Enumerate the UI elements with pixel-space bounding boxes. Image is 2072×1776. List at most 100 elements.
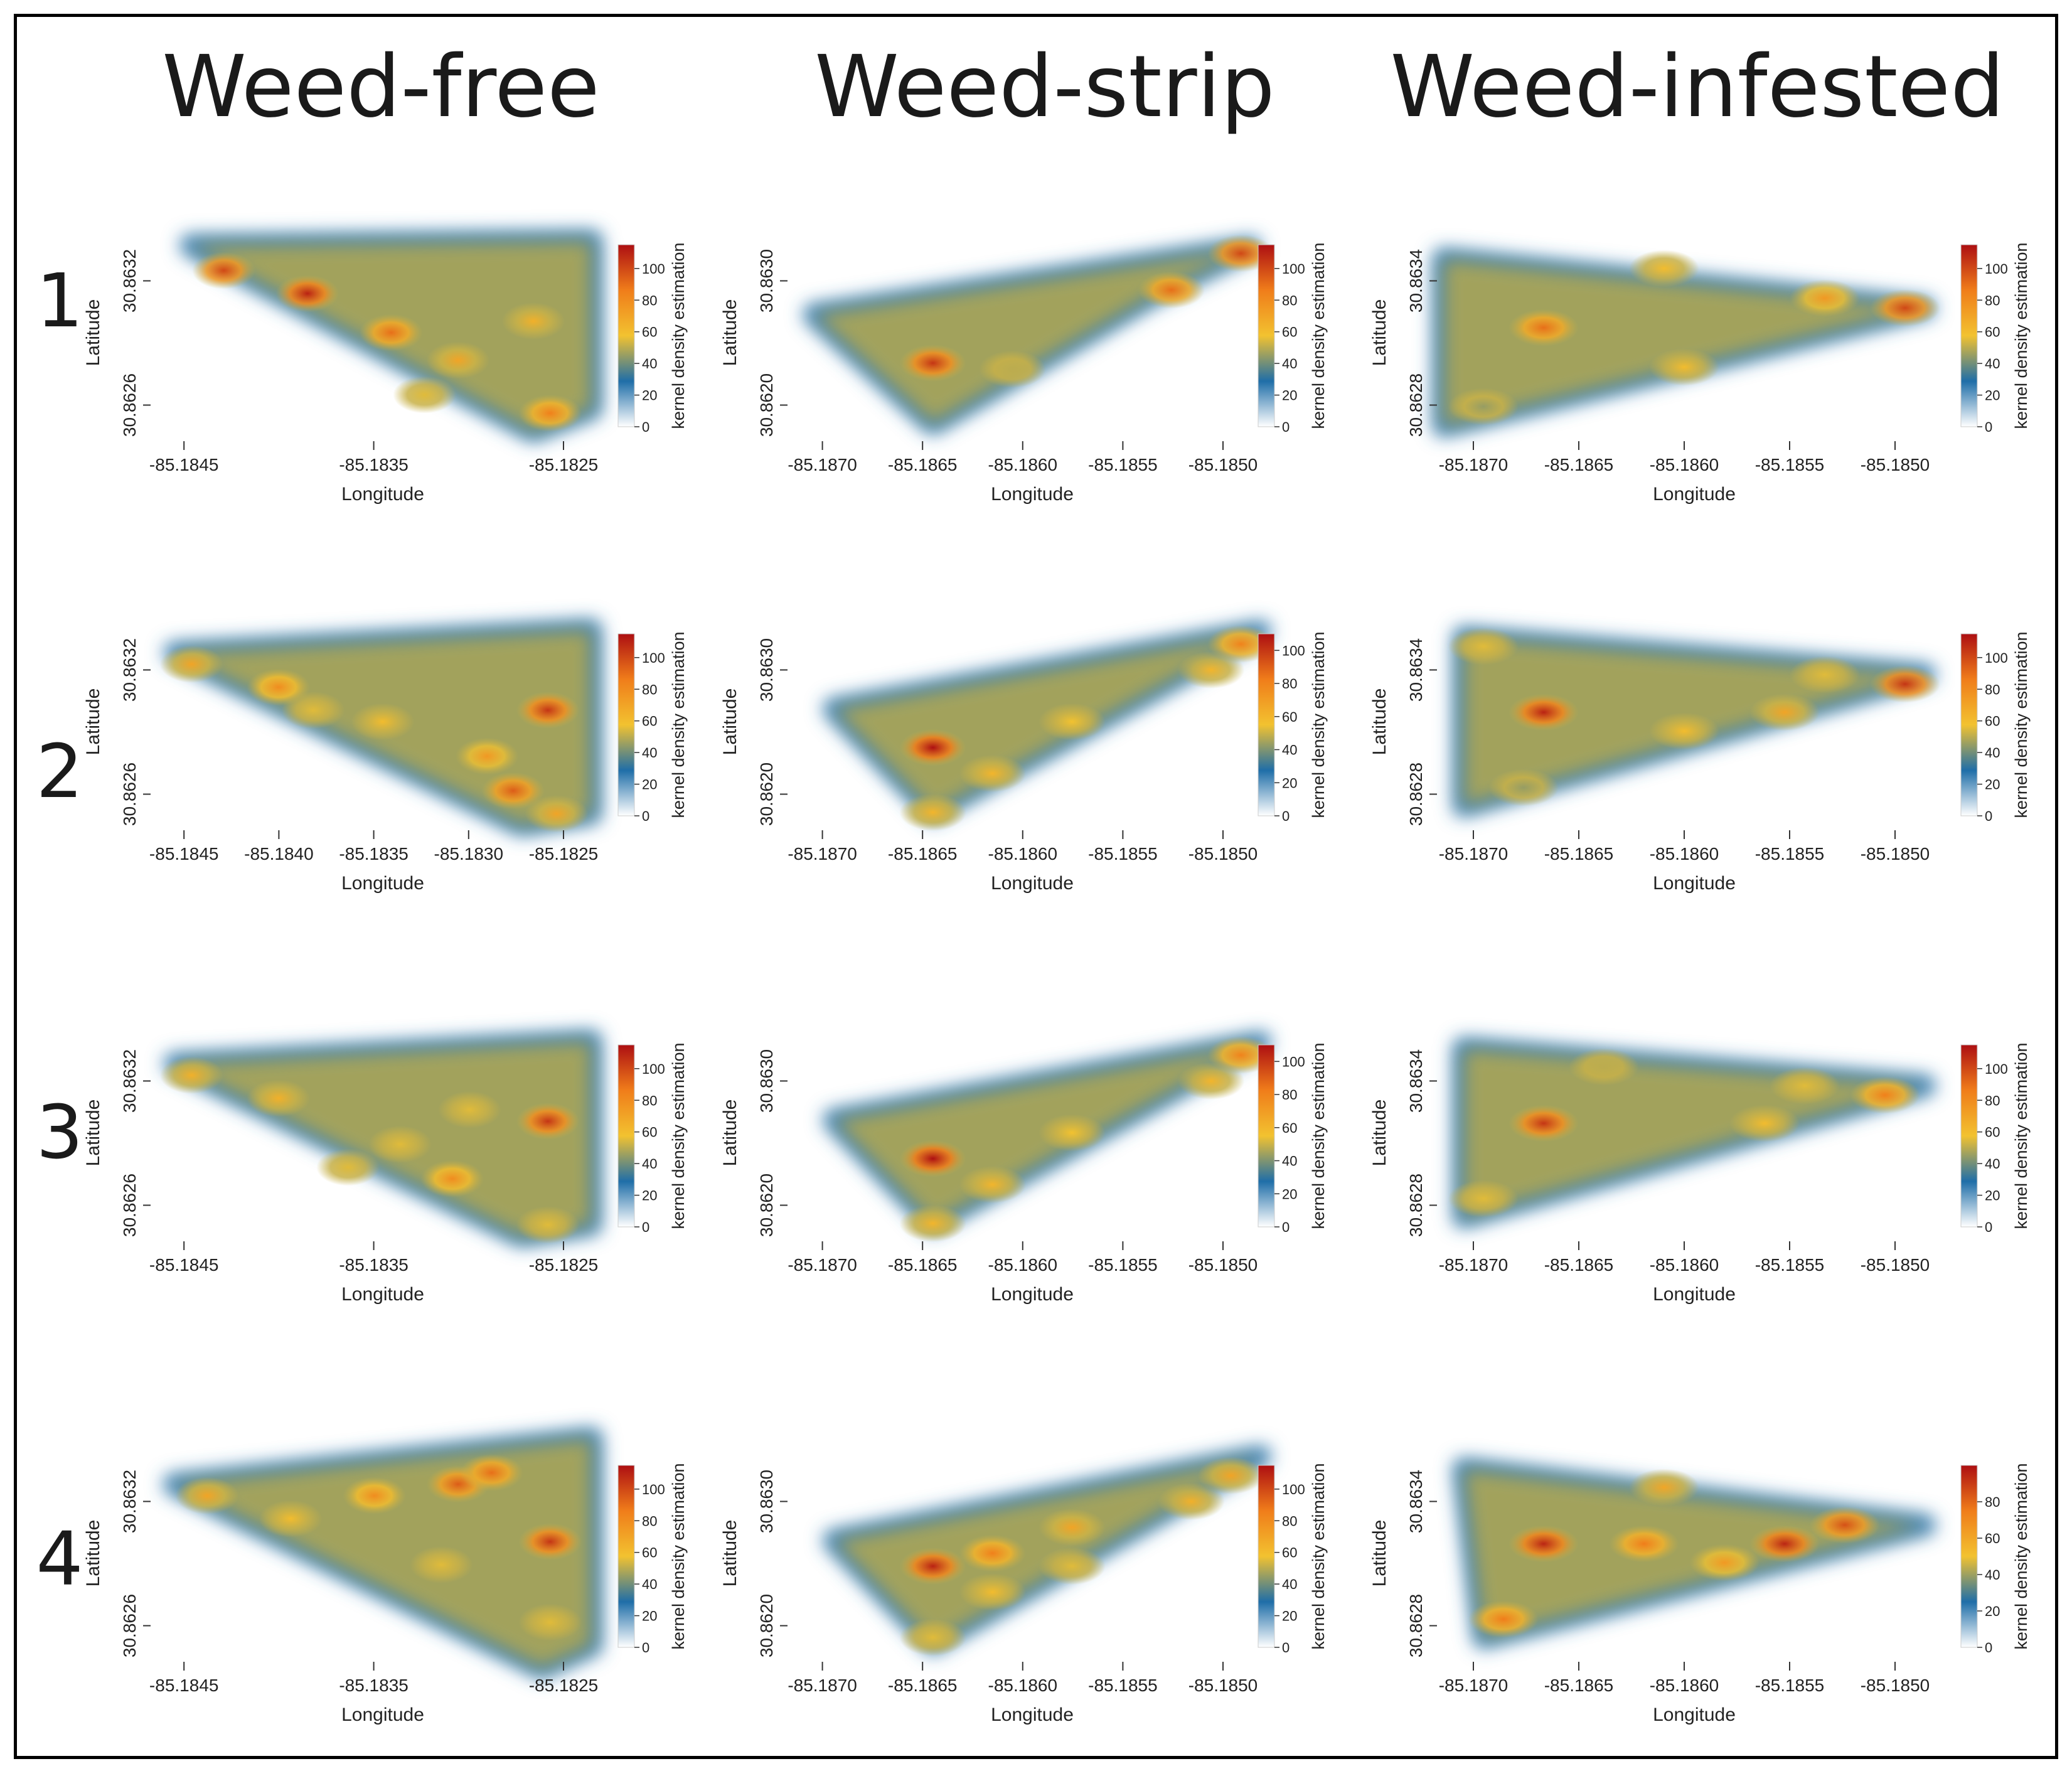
y-tick-label: 30.8620 bbox=[757, 762, 776, 826]
x-tick-label: -85.1860 bbox=[988, 1676, 1058, 1695]
y-axis-label: Latitude bbox=[720, 688, 740, 756]
density-hotspot bbox=[1770, 1067, 1840, 1105]
y-tick-label: 30.8630 bbox=[757, 638, 776, 702]
density-hotspot bbox=[1870, 289, 1940, 327]
y-tick-label: 30.8630 bbox=[757, 249, 776, 313]
colorbar-tick-label: 20 bbox=[642, 1188, 657, 1204]
x-tick-label: -85.1865 bbox=[1544, 455, 1614, 474]
x-tick-label: -85.1840 bbox=[244, 844, 314, 864]
colorbar-tick-label: 80 bbox=[1985, 682, 2000, 697]
x-tick-label: -85.1850 bbox=[1188, 455, 1258, 474]
colorbar bbox=[617, 244, 635, 427]
colorbar-tick-label: 100 bbox=[1985, 1061, 2008, 1077]
density-hotspot bbox=[275, 274, 339, 313]
colorbar-tick-label: 20 bbox=[1282, 1608, 1297, 1624]
y-axis-label: Latitude bbox=[1369, 1099, 1390, 1167]
panel-weed-strip-3: -85.1870 -85.1865 -85.1860 -85.1855 -85.1850… bbox=[720, 1031, 1328, 1305]
density-hotspot bbox=[525, 794, 589, 833]
row-label-2: 2 bbox=[36, 728, 83, 815]
density-hotspot bbox=[1870, 665, 1940, 703]
colorbar-tick-label: 60 bbox=[1282, 1545, 1297, 1561]
colorbar-tick-label: 40 bbox=[1282, 1153, 1297, 1169]
density-hotspot bbox=[1509, 309, 1579, 346]
x-tick-label: -85.1860 bbox=[988, 1255, 1058, 1275]
x-tick-label: -85.1870 bbox=[788, 455, 857, 474]
x-axis-label: Longitude bbox=[1653, 484, 1736, 505]
x-axis-label: Longitude bbox=[1653, 873, 1736, 894]
x-tick-label: -85.1860 bbox=[988, 844, 1058, 864]
colorbar-tick-label: 100 bbox=[1282, 1054, 1305, 1069]
density-hotspot bbox=[281, 691, 345, 729]
y-tick-label: 30.8632 bbox=[120, 1470, 139, 1533]
colorbar-tick-label: 0 bbox=[1985, 419, 1992, 435]
x-tick-label: -85.1865 bbox=[888, 1676, 958, 1695]
colorbar-tick-label: 0 bbox=[642, 1640, 649, 1656]
density-hotspot bbox=[516, 1102, 580, 1140]
colorbar-label: kernel density estimation bbox=[1309, 242, 1328, 429]
density-hotspot bbox=[1448, 388, 1519, 425]
colorbar-label: kernel density estimation bbox=[669, 1463, 688, 1649]
x-tick-label: -85.1855 bbox=[1755, 1255, 1825, 1275]
x-tick-label: -85.1855 bbox=[1088, 455, 1158, 474]
density-hotspot bbox=[899, 344, 966, 382]
x-axis-label: Longitude bbox=[991, 1284, 1074, 1305]
density-hotspot bbox=[1689, 1544, 1760, 1581]
density-hotspot bbox=[899, 729, 966, 766]
column-title-weed-infested: Weed-infested bbox=[1390, 38, 2005, 137]
colorbar bbox=[1258, 633, 1275, 816]
y-axis-label: Latitude bbox=[83, 1099, 104, 1167]
colorbar-label: kernel density estimation bbox=[2012, 242, 2031, 429]
density-hotspot bbox=[1468, 1600, 1539, 1638]
x-tick-label: -85.1860 bbox=[988, 455, 1058, 474]
colorbar-tick-label: 60 bbox=[642, 1125, 657, 1140]
density-hotspot bbox=[1629, 1468, 1699, 1506]
density-hotspot bbox=[455, 737, 519, 775]
density-hotspot bbox=[1177, 1062, 1245, 1100]
density-hotspot bbox=[159, 645, 223, 683]
x-tick-label: -85.1850 bbox=[1861, 1255, 1930, 1275]
colorbar-tick-label: 60 bbox=[1282, 324, 1297, 340]
x-tick-label: -85.1870 bbox=[1439, 455, 1509, 474]
y-tick-label: 30.8620 bbox=[757, 1174, 776, 1237]
x-tick-label: -85.1850 bbox=[1861, 455, 1930, 474]
density-hotspot bbox=[1039, 1547, 1106, 1585]
x-tick-label: -85.1865 bbox=[1544, 1676, 1614, 1695]
x-tick-label: -85.1860 bbox=[1650, 455, 1719, 474]
colorbar-tick-label: 60 bbox=[642, 714, 657, 729]
colorbar bbox=[617, 1465, 635, 1648]
colorbar-tick-label: 40 bbox=[642, 1576, 657, 1592]
colorbar-tick-label: 60 bbox=[1985, 1531, 2000, 1546]
colorbar-tick-label: 0 bbox=[1985, 1219, 1992, 1235]
density-hotspot bbox=[159, 1056, 223, 1094]
colorbar-tick-label: 60 bbox=[1282, 1120, 1297, 1136]
colorbar-tick-label: 80 bbox=[642, 292, 657, 308]
y-tick-label: 30.8630 bbox=[757, 1470, 776, 1533]
panel-weed-strip-1: -85.1870 -85.1865 -85.1860 -85.1855 -85.1850… bbox=[720, 235, 1328, 505]
density-hotspot bbox=[518, 394, 582, 432]
x-axis-label: Longitude bbox=[1653, 1284, 1736, 1305]
colorbar-label: kernel density estimation bbox=[2012, 1042, 2031, 1229]
density-hotspot bbox=[1790, 656, 1860, 693]
density-hotspot bbox=[899, 1140, 966, 1177]
x-tick-label: -85.1855 bbox=[1088, 1676, 1158, 1695]
panel-weed-infested-3: -85.1870 -85.1865 -85.1860 -85.1855 -85.1850… bbox=[1369, 1037, 2031, 1305]
colorbar-tick-label: 60 bbox=[642, 324, 657, 340]
density-hotspot bbox=[368, 1125, 432, 1163]
x-tick-label: -85.1855 bbox=[1088, 1255, 1158, 1275]
density-hotspot bbox=[516, 1206, 580, 1244]
x-tick-label: -85.1860 bbox=[1650, 844, 1719, 864]
field-density-core bbox=[833, 1456, 1261, 1644]
x-tick-label: -85.1825 bbox=[529, 1255, 599, 1275]
density-hotspot bbox=[899, 1547, 966, 1585]
colorbar-label: kernel density estimation bbox=[669, 242, 688, 429]
density-hotspot bbox=[351, 703, 415, 741]
x-tick-label: -85.1865 bbox=[1544, 1255, 1614, 1275]
density-hotspot bbox=[1810, 1506, 1880, 1544]
density-hotspot bbox=[1488, 769, 1559, 806]
colorbar-tick-label: 80 bbox=[642, 682, 657, 697]
colorbar-tick-label: 60 bbox=[1985, 324, 2000, 340]
colorbar-tick-label: 0 bbox=[642, 1219, 649, 1235]
y-axis-label: Latitude bbox=[83, 1520, 104, 1587]
colorbar-tick-label: 20 bbox=[1985, 1603, 2000, 1619]
y-axis-label: Latitude bbox=[1369, 1520, 1390, 1587]
